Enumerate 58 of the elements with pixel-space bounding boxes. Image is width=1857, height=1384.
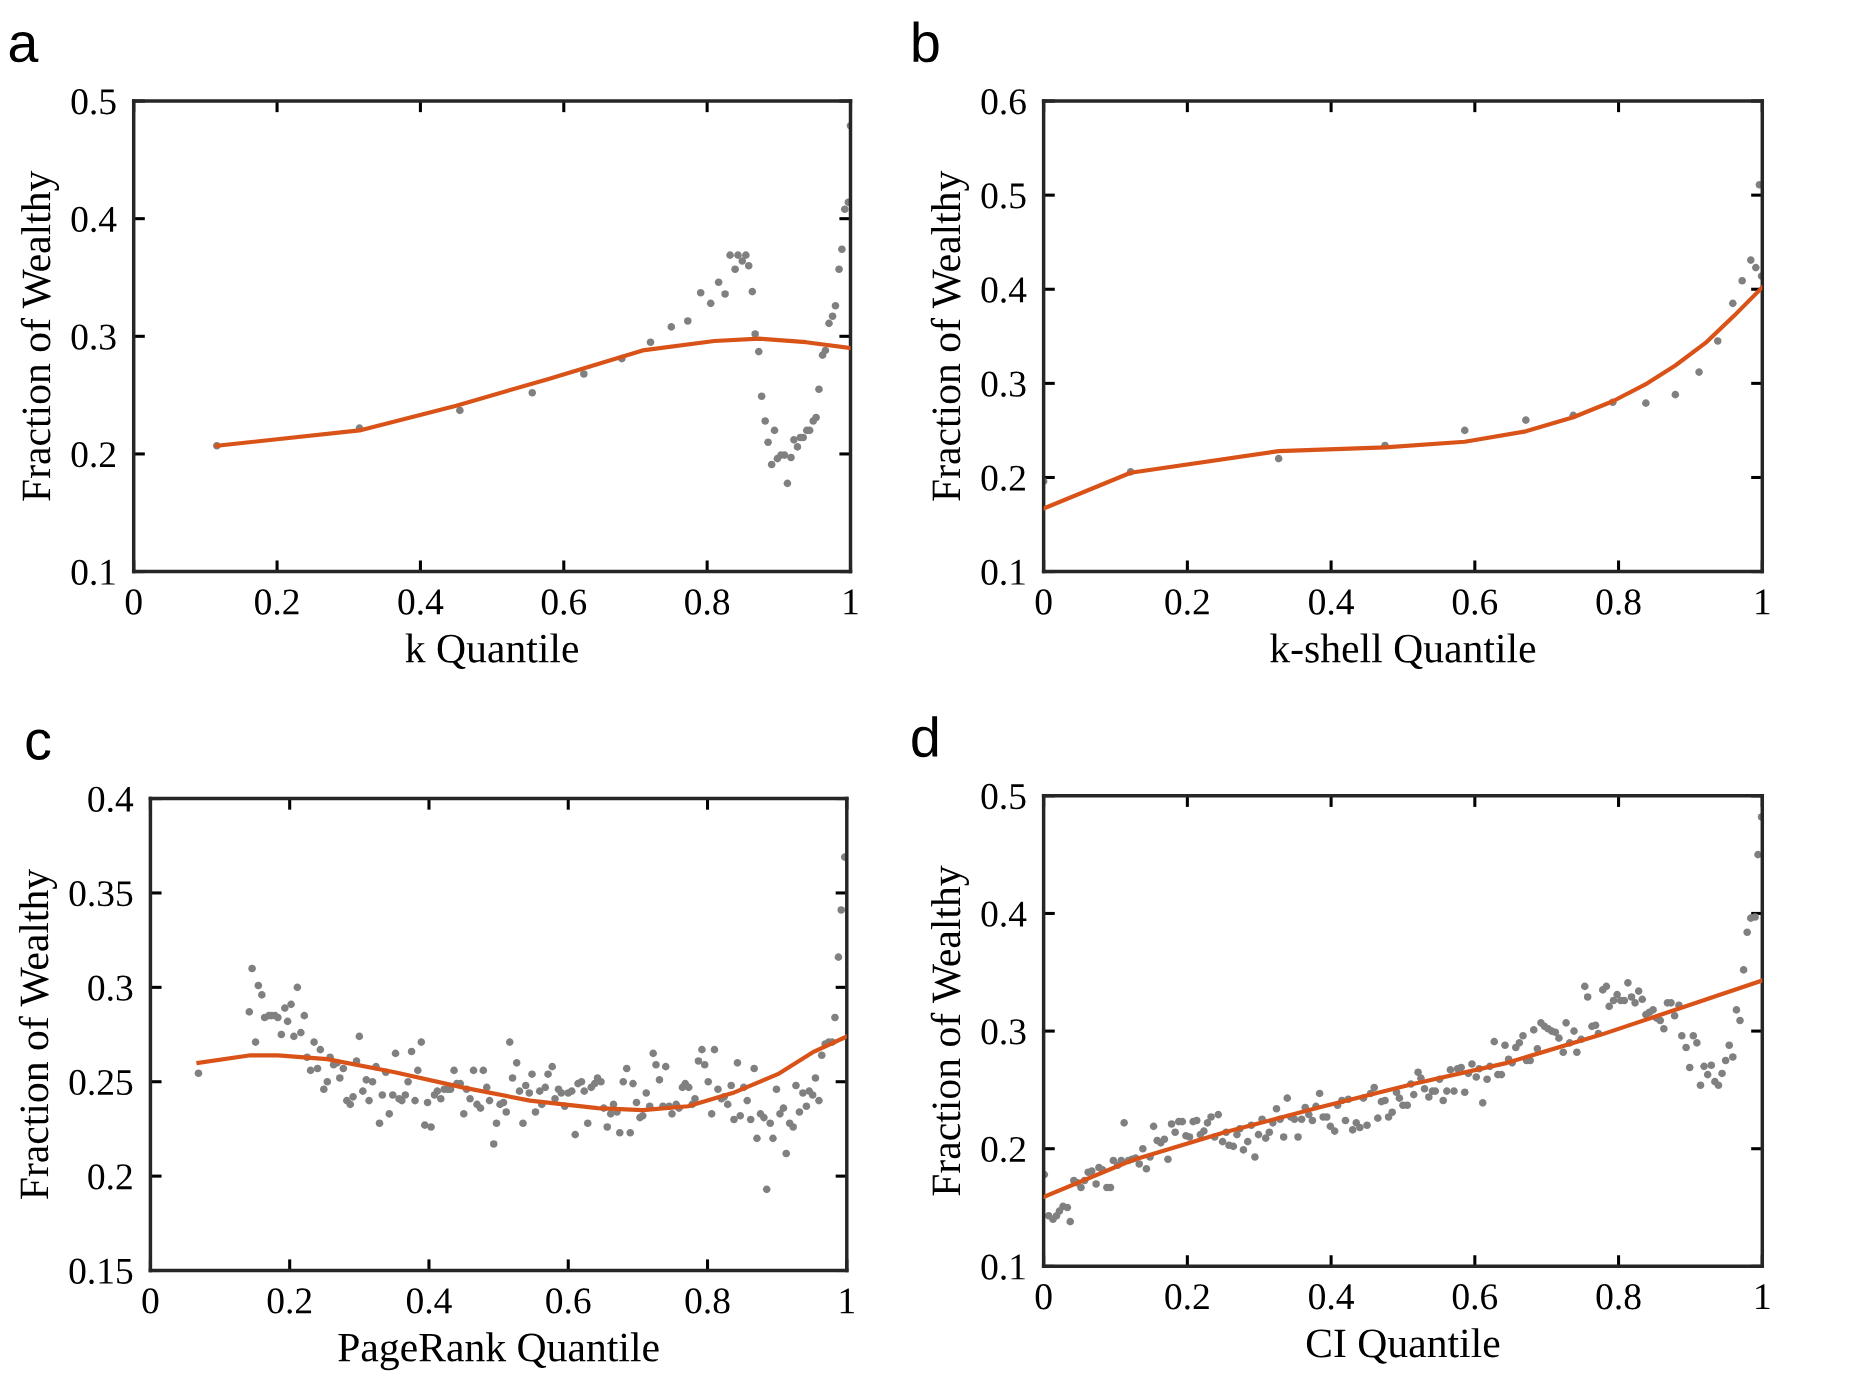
y-tick-label: 0.1 — [981, 559, 1025, 586]
x-tick-label: 1 — [1756, 1284, 1770, 1310]
y-tick-label: 0.2 — [981, 1136, 1025, 1163]
y-axis-title: Fraction of Wealthy — [930, 865, 969, 1196]
y-tick-label: 0.2 — [71, 442, 115, 468]
y-tick-label: 0.2 — [981, 465, 1025, 492]
y-tick-label: 0.4 — [981, 901, 1027, 927]
y-tick-label: 0.1 — [981, 1254, 1025, 1280]
text: b — [913, 21, 939, 63]
y-tick-label: 0.3 — [88, 975, 133, 1001]
x-tick-label: 0.4 — [398, 589, 444, 615]
x-tick-label: 1 — [844, 589, 858, 615]
y-tick-label: 0.4 — [981, 277, 1027, 303]
x-tick-label: 0.4 — [1309, 1284, 1354, 1310]
x-tick-label: 0.6 — [546, 1288, 591, 1314]
y-tick-label: 0.25 — [69, 1069, 133, 1096]
x-axis-title: k Quantile — [405, 633, 579, 670]
x-axis-title: CI Quantile — [1306, 1328, 1500, 1364]
x-tick-label: 0.8 — [685, 589, 730, 615]
text: d — [912, 716, 938, 758]
y-axis-title: Fraction of Wealthy — [20, 170, 60, 501]
x-tick-label: 1 — [1756, 589, 1770, 615]
y-tick-label: 0.5 — [981, 183, 1026, 209]
x-tick-label: 0.2 — [267, 1288, 312, 1314]
y-tick-label: 0.15 — [69, 1258, 133, 1285]
x-tick-label: 0.4 — [1309, 589, 1354, 615]
y-tick-label: 0.1 — [71, 559, 115, 586]
y-tick-label: 0.4 — [71, 206, 117, 233]
x-axis-title: k-shell Quantile — [1270, 633, 1536, 670]
y-tick-label: 0.3 — [981, 371, 1026, 397]
x-tick-label: 0.6 — [1452, 589, 1498, 615]
x-axis-title: PageRank Quantile — [338, 1332, 659, 1371]
x-tick-label: 0.8 — [1596, 589, 1641, 615]
y-tick-label: 0.5 — [981, 783, 1026, 810]
text: a — [9, 31, 39, 63]
y-axis-title: Fraction of Wealthy — [930, 170, 969, 501]
x-tick-label: 0.8 — [685, 1288, 730, 1314]
x-tick-label: 0.4 — [406, 1288, 452, 1314]
y-tick-label: 0.2 — [88, 1164, 132, 1190]
y-tick-label: 0.5 — [71, 89, 116, 115]
x-tick-label: 0 — [1035, 1284, 1052, 1310]
text: c — [26, 729, 51, 760]
y-tick-label: 0.6 — [981, 89, 1026, 115]
x-tick-label: 0.2 — [1165, 1284, 1209, 1310]
x-tick-label: 0.6 — [1452, 1284, 1498, 1310]
y-tick-label: 0.35 — [69, 881, 133, 907]
x-tick-label: 0.2 — [1165, 589, 1209, 615]
y-tick-label: 0.3 — [981, 1019, 1026, 1045]
x-tick-label: 0 — [125, 589, 142, 615]
y-tick-label: 0.4 — [88, 786, 134, 813]
y-axis-title: Fraction of Wealthy — [18, 868, 58, 1200]
x-tick-label: 0.6 — [541, 589, 587, 615]
y-tick-label: 0.3 — [71, 324, 116, 350]
x-tick-label: 0.8 — [1596, 1284, 1641, 1310]
x-tick-label: 0 — [142, 1288, 159, 1314]
x-tick-label: 0.2 — [255, 589, 299, 615]
x-tick-label: 0 — [1035, 589, 1052, 615]
x-tick-label: 1 — [840, 1288, 854, 1314]
